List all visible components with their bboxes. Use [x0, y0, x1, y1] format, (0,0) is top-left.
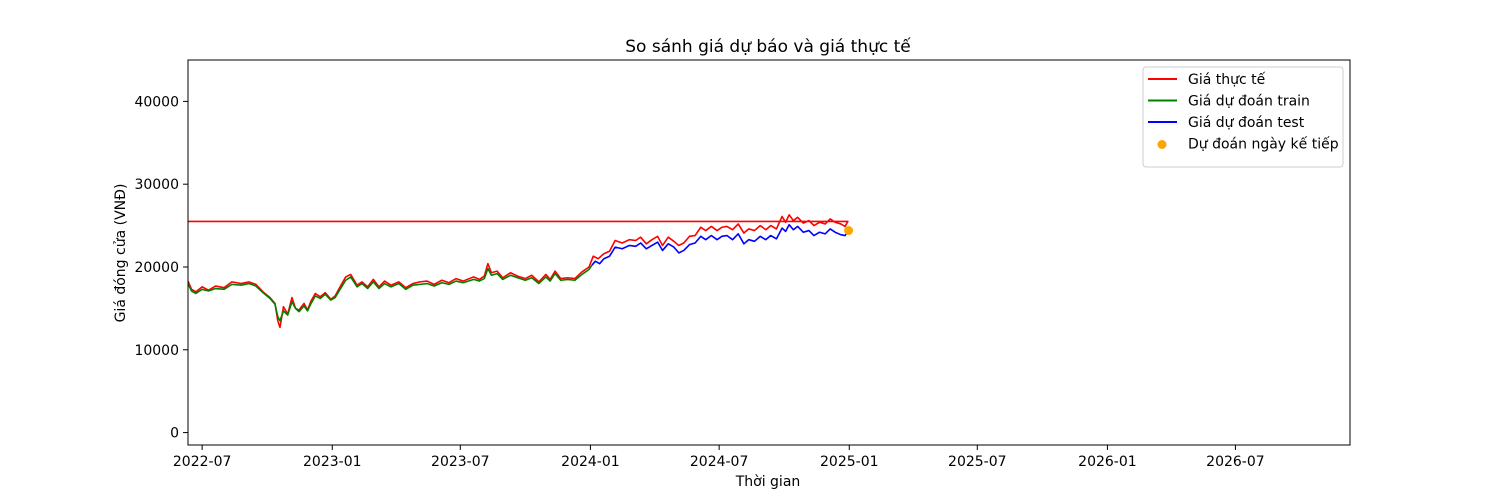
x-tick-label: 2026-01: [1078, 454, 1137, 470]
y-axis-title: Giá đóng cửa (VNĐ): [113, 184, 129, 323]
y-tick-label: 0: [170, 426, 179, 442]
y-tick-label: 40000: [134, 94, 179, 110]
x-tick-label: 2023-01: [303, 454, 362, 470]
x-tick-label: 2026-07: [1206, 454, 1265, 470]
y-tick-label: 20000: [134, 260, 179, 276]
legend-label: Dự đoán ngày kế tiếp: [1188, 136, 1339, 153]
legend-label: Giá thực tế: [1188, 71, 1266, 88]
legend-label: Giá dự đoán test: [1188, 115, 1305, 131]
series-line-2: [188, 264, 593, 322]
y-axis: 0 10000 20000 30000 40000: [134, 94, 188, 442]
legend-label: Giá dự đoán train: [1188, 94, 1310, 110]
x-tick-label: 2025-07: [948, 454, 1007, 470]
plot-area: [188, 214, 854, 329]
legend: Giá thực tế Giá dự đoán train Giá dự đoán …: [1142, 66, 1344, 168]
x-tick-label: 2024-07: [690, 454, 749, 470]
x-tick-label: 2023-07: [431, 454, 490, 470]
x-axis: 2022-07 2023-01 2023-07 2024-01 2024-07 2025-…: [173, 445, 1265, 470]
series-line-3: [591, 223, 849, 266]
series-line-1: [188, 214, 849, 329]
x-tick-label: 2024-01: [561, 454, 620, 470]
x-tick-label: 2025-01: [820, 454, 879, 470]
x-tick-label: 2022-07: [173, 454, 232, 470]
legend-box: [1142, 66, 1344, 168]
chart-title: So sánh giá dự báo và giá thực tế: [625, 36, 911, 57]
y-tick-label: 30000: [134, 177, 179, 193]
y-tick-label: 10000: [134, 343, 179, 359]
x-axis-title: Thời gian: [735, 474, 801, 490]
next-day-forecast-point: [844, 226, 854, 236]
legend-marker: [1157, 140, 1167, 149]
plot-frame: [187, 59, 1351, 446]
